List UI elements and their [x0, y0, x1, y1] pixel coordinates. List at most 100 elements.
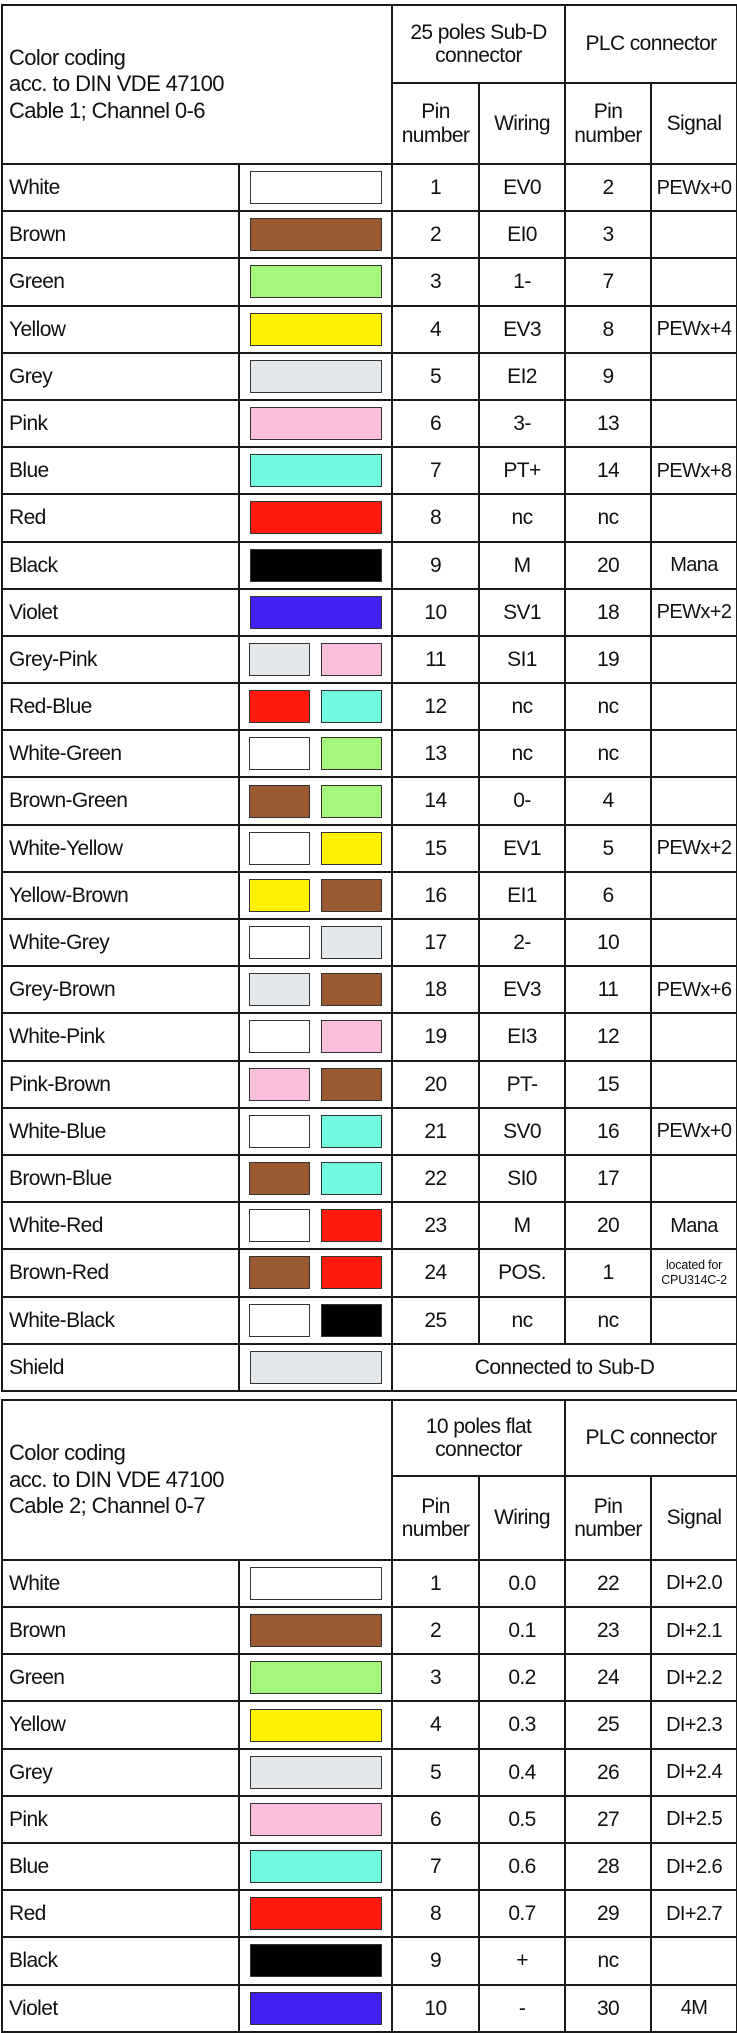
color-swatch-cell [237, 1653, 394, 1703]
plc-pin: 1 [564, 1248, 653, 1298]
color-swatch-black [249, 548, 382, 582]
color-swatch-brown [249, 1256, 310, 1290]
plc-pin: 20 [564, 1201, 653, 1251]
plc-pin: 23 [564, 1606, 653, 1656]
color-swatch-brown [321, 973, 382, 1007]
color-swatch-red [249, 690, 310, 724]
wire-color-name: White-Pink [1, 1012, 240, 1062]
connector-pin: 4 [391, 1700, 481, 1750]
table-row: Pink 6 3- 13 [1, 398, 737, 449]
wire-color-name: White-Red [1, 1201, 240, 1251]
color-swatch-cell [237, 162, 394, 213]
wire-color-name: Blue [1, 446, 240, 496]
wire-color-name: Grey-Pink [1, 634, 240, 685]
table-row: White-Black 25 nc nc [1, 1295, 737, 1345]
wiring: EI0 [478, 210, 567, 260]
signal: Mana [650, 540, 737, 590]
header-row-bottom: Pin number Wiring Pin number Signal [2, 1474, 737, 1561]
connector-pin: 7 [391, 446, 481, 496]
wire-color-name: White [1, 162, 240, 213]
table-row: White-Yellow 15 EV1 5 PEWx+2 [1, 823, 737, 873]
color-swatch-grey [249, 1350, 382, 1384]
signal: PEWx+4 [650, 304, 737, 354]
wiring: 3- [478, 398, 567, 449]
plc-pin: nc [564, 1295, 653, 1345]
color-swatch-cell [237, 1201, 394, 1251]
color-swatch-cell [237, 1841, 394, 1892]
color-swatch-pink [249, 1067, 310, 1101]
connector-pin: 7 [391, 1841, 481, 1892]
connector-pin: 9 [391, 1936, 481, 1986]
color-swatch-cell [237, 1342, 394, 1392]
signal: PEWx+2 [650, 823, 737, 873]
color-swatch-cell [237, 1295, 394, 1345]
color-swatch-cell [237, 1558, 394, 1609]
color-swatch-cell [237, 1153, 394, 1204]
column-header: Signal [650, 1474, 737, 1561]
connector-pin: 15 [391, 823, 481, 873]
connector-pin: 2 [391, 210, 481, 260]
signal [650, 634, 737, 685]
table-row: Violet 10 SV1 18 PEWx+2 [1, 587, 737, 637]
table-row: Grey-Brown 18 EV3 11 PEWx+6 [1, 965, 737, 1015]
signal [650, 1059, 737, 1109]
signal [650, 1153, 737, 1204]
signal [650, 493, 737, 543]
color-swatch-blue [321, 1114, 382, 1148]
plc-pin: 24 [564, 1653, 653, 1703]
connector-pin: 3 [391, 257, 481, 307]
wire-color-name: White [1, 1558, 240, 1609]
wiring: nc [478, 493, 567, 543]
signal: PEWx+0 [650, 162, 737, 213]
plc-pin: 29 [564, 1889, 653, 1939]
connector-pin: 25 [391, 1295, 481, 1345]
column-header: Wiring [478, 1474, 567, 1561]
color-swatch-cell [237, 1747, 394, 1797]
wiring: 0.2 [478, 1653, 567, 1703]
color-swatch-black [321, 1303, 382, 1337]
wire-color-name: Red-Blue [1, 682, 240, 732]
color-swatch-blue [321, 1162, 382, 1196]
header-row-bottom: Pin number Wiring Pin number Signal [2, 82, 737, 165]
wire-color-name: Grey [1, 1747, 240, 1797]
signal: DI+2.7 [650, 1889, 737, 1939]
wiring: 0- [478, 776, 567, 826]
title-line: Color coding [9, 1440, 126, 1466]
color-swatch-white [249, 926, 310, 960]
column-header: Pin number [391, 1474, 481, 1561]
wire-color-name: Grey-Brown [1, 965, 240, 1015]
wire-color-name: Blue [1, 1841, 240, 1892]
wiring: 0.1 [478, 1606, 567, 1656]
color-swatch-white [249, 171, 382, 205]
color-swatch-cell [237, 917, 394, 968]
connector-pin: 11 [391, 634, 481, 685]
wiring: EV0 [478, 162, 567, 213]
table-row: Pink 6 0.5 27 DI+2.5 [1, 1794, 737, 1845]
color-swatch-cell [237, 1983, 394, 2033]
table-row: Grey 5 EI2 9 [1, 351, 737, 401]
signal: PEWx+6 [650, 965, 737, 1015]
connector-pin: 6 [391, 1794, 481, 1845]
cable-1-table: Color coding acc. to DIN VDE 47100 Cable 1… [0, 4, 737, 1392]
color-swatch-grey [249, 642, 310, 676]
color-swatch-white [249, 1114, 310, 1148]
column-header: Wiring [478, 82, 567, 165]
signal [650, 776, 737, 826]
wire-color-name: Pink-Brown [1, 1059, 240, 1109]
color-swatch-cell [237, 304, 394, 354]
plc-pin: 27 [564, 1794, 653, 1845]
table-row: Grey-Pink 11 SI1 19 [1, 634, 737, 685]
connector-pin: 8 [391, 493, 481, 543]
connector-pin: 6 [391, 398, 481, 449]
table-row: White-Grey 17 2- 10 [1, 917, 737, 968]
wiring: POS. [478, 1248, 567, 1298]
signal: DI+2.6 [650, 1841, 737, 1892]
wiring: M [478, 540, 567, 590]
color-swatch-pink [249, 1802, 382, 1836]
color-swatch-cell [237, 634, 394, 685]
signal: PEWx+8 [650, 446, 737, 496]
table-row: White-Green 13 nc nc [1, 729, 737, 779]
wire-color-name: Yellow-Brown [1, 870, 240, 921]
table-row: White-Pink 19 EI3 12 [1, 1012, 737, 1062]
wiring: EI3 [478, 1012, 567, 1062]
